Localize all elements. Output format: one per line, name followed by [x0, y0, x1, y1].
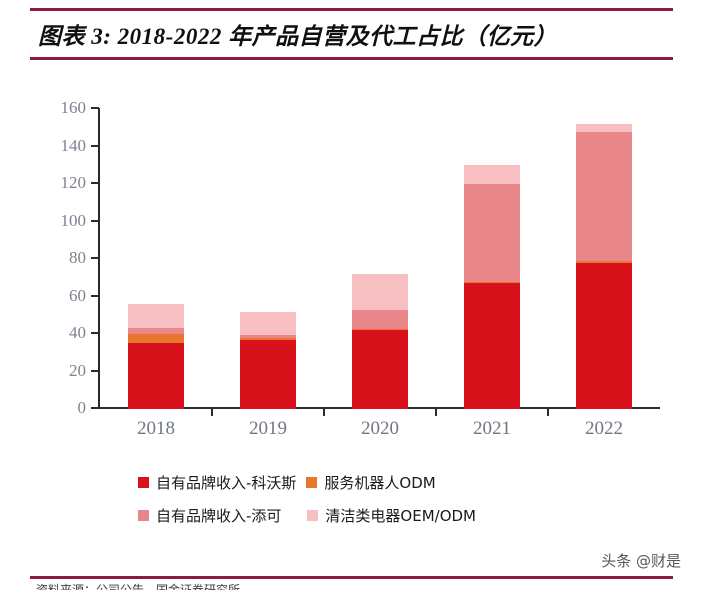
x-tick-mark: [323, 409, 325, 416]
bar-segment: [240, 337, 296, 340]
bar-segment: [240, 339, 296, 409]
bar-group: [464, 165, 520, 409]
y-tick-label: 60: [69, 285, 86, 305]
x-tick-mark: [435, 409, 437, 416]
legend-cleaning-oem-odm[interactable]: 清洁类电器OEM/ODM: [307, 505, 476, 526]
y-tick-label: 0: [77, 398, 87, 417]
bar-segment: [352, 273, 408, 310]
bar-segment: [128, 328, 184, 334]
title-banner: 图表 3: 2018-2022 年产品自营及代工占比（亿元）: [30, 8, 673, 60]
page-title: 图表 3: 2018-2022 年产品自营及代工占比（亿元）: [38, 24, 558, 49]
y-tick-label: 140: [60, 135, 87, 155]
bar-group: [352, 273, 408, 409]
x-tick-label-2022: 2022: [585, 418, 623, 439]
y-tick-mark: [91, 257, 99, 259]
legend-label: 自有品牌收入-科沃斯: [156, 474, 297, 492]
bar-segment: [464, 281, 520, 284]
y-tick-mark: [91, 332, 99, 334]
y-tick-label: 120: [60, 173, 87, 192]
legend-label: 清洁类电器OEM/ODM: [325, 507, 477, 525]
y-tick-mark: [91, 219, 99, 222]
bar-segment: [128, 334, 184, 344]
y-tick-mark: [91, 407, 99, 409]
bar-segment: [240, 311, 296, 335]
bar-group: [240, 311, 296, 409]
y-tick-label: 40: [69, 323, 86, 342]
x-tick-label-2019: 2019: [249, 418, 287, 439]
y-tick-mark: [91, 294, 99, 297]
bar-segment: [240, 334, 296, 338]
legend-label: 自有品牌收入-添可: [156, 507, 282, 525]
bar-segment: [576, 124, 632, 132]
footer-note: 资料来源：公司公告，国金证券研究所: [36, 583, 241, 590]
legend-row: 自有品牌收入-添可 清洁类电器OEM/ODM: [138, 499, 568, 532]
legend-ecovacs[interactable]: 自有品牌收入-科沃斯: [138, 472, 296, 493]
y-tick-label: 20: [69, 360, 86, 380]
bar-segment: [128, 304, 184, 329]
legend-swatch-icon: [306, 477, 318, 488]
y-tick-label: 80: [69, 248, 86, 267]
footer-divider: [30, 576, 673, 579]
watermark: 头条 @财是: [601, 552, 681, 570]
legend-tineco[interactable]: 自有品牌收入-添可: [138, 505, 281, 526]
bar-segment: [352, 329, 408, 331]
y-tick-mark: [91, 182, 99, 184]
bar-segment: [464, 283, 520, 409]
legend-swatch-icon: [138, 477, 149, 488]
bar-segment: [576, 262, 632, 409]
y-axis-line: [98, 108, 100, 409]
y-tick-mark: [91, 369, 99, 372]
legend-swatch-icon: [307, 510, 319, 521]
y-tick-mark: [91, 107, 99, 109]
y-tick-mark: [91, 144, 99, 147]
legend-row: 自有品牌收入-科沃斯 服务机器人ODM: [138, 466, 568, 499]
bar-segment: [464, 184, 520, 282]
bar-segment: [352, 309, 408, 330]
bar-segment: [352, 330, 408, 409]
bar-segment: [128, 343, 184, 409]
bar-group: [576, 124, 632, 409]
bar-segment: [464, 165, 520, 184]
x-tick-mark: [211, 409, 213, 416]
x-tick-mark: [547, 409, 549, 416]
legend-service-robot-odm[interactable]: 服务机器人ODM: [306, 472, 436, 493]
x-tick-label-2020: 2020: [361, 418, 399, 439]
bar-segment: [576, 131, 632, 261]
y-tick-label: 160: [60, 98, 87, 117]
x-tick-label-2021: 2021: [473, 418, 511, 439]
bar-group: [128, 304, 184, 409]
x-tick-label-2018: 2018: [137, 418, 175, 439]
chart-legend: 自有品牌收入-科沃斯 服务机器人ODM 自有品牌收入-添可 清洁类电器OEM/ODM: [138, 466, 568, 532]
y-tick-label: 100: [60, 210, 87, 230]
legend-swatch-icon: [138, 510, 149, 521]
bar-segment: [576, 260, 632, 263]
legend-label: 服务机器人ODM: [324, 474, 436, 492]
